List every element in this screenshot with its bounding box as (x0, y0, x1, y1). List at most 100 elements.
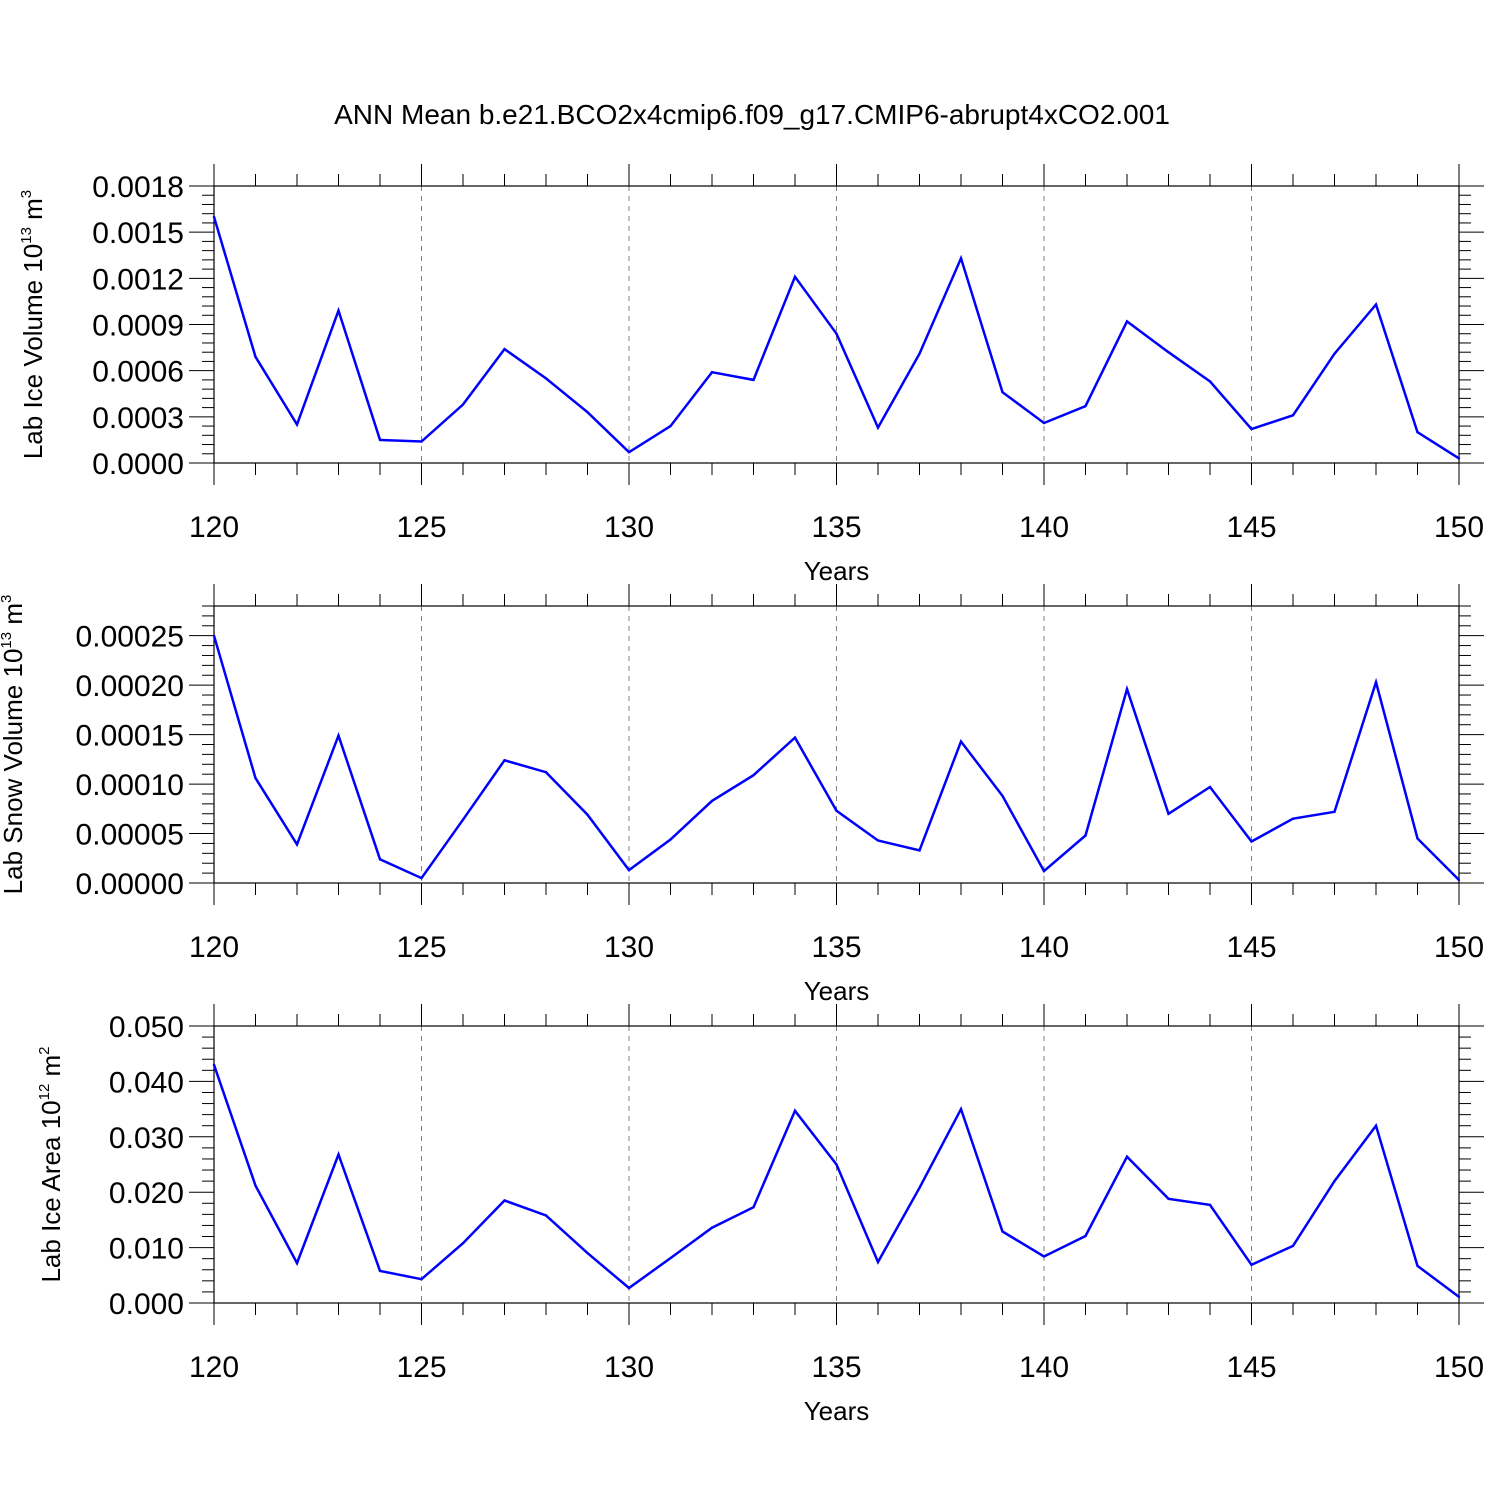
data-point (627, 1286, 631, 1290)
data-point (586, 411, 589, 414)
x-tick-label: 150 (1434, 931, 1484, 964)
data-point (461, 403, 465, 406)
y-axis-title: Lab Snow Volume 1013 m3 (0, 595, 28, 895)
data-point (793, 1109, 797, 1112)
data-point (876, 839, 880, 842)
data-point (254, 1184, 257, 1187)
data-point (420, 1277, 423, 1281)
y-axis-title: Lab Ice Volume 1013 m3 (18, 190, 48, 459)
data-point (1208, 785, 1212, 789)
data-point (793, 275, 797, 278)
data-point (503, 1199, 506, 1202)
data-point (710, 1226, 714, 1229)
data-point (627, 868, 631, 872)
data-point (378, 1269, 382, 1273)
data-point (1416, 1264, 1419, 1268)
data-point (918, 352, 921, 355)
panel-3: 0.000 0.010 0.020 0.030 0.040 0.050 120 125 130 1… (36, 1004, 1484, 1426)
y-tick-label: 0.040 (109, 1066, 184, 1099)
data-point (1167, 1197, 1170, 1201)
x-tick-label: 140 (1019, 931, 1069, 964)
x-tick-label: 135 (811, 931, 861, 964)
data-point (1167, 351, 1170, 354)
data-point (1291, 817, 1295, 820)
data-point (835, 809, 838, 812)
data-point (295, 843, 299, 846)
data-point (669, 424, 672, 428)
y-tick-label: 0.00025 (76, 621, 184, 654)
data-point (1167, 812, 1170, 815)
x-tick-label: 135 (811, 1351, 861, 1384)
x-tick-label: 150 (1434, 511, 1484, 544)
data-point (1042, 1255, 1046, 1258)
data-point (544, 377, 548, 380)
data-point (835, 1163, 838, 1166)
data-point (254, 355, 257, 359)
data-point (586, 1251, 589, 1255)
data-point (710, 799, 714, 803)
x-tick-label: 120 (189, 1351, 239, 1384)
data-point (295, 1261, 299, 1265)
data-point (627, 451, 631, 454)
y-tick-label: 0.0018 (92, 171, 184, 204)
data-point (752, 773, 755, 777)
x-tick-label: 145 (1226, 931, 1276, 964)
y-tick-label: 0.00000 (76, 868, 184, 901)
x-tick-label: 140 (1019, 511, 1069, 544)
data-point (420, 440, 423, 443)
data-point (876, 426, 880, 429)
data-point (1125, 320, 1129, 323)
data-point (793, 736, 797, 739)
data-point (1001, 391, 1004, 394)
data-point (254, 776, 257, 780)
panel-1: 0.0000 0.0003 0.0006 0.0009 0.0012 0.0015 0.00… (18, 164, 1484, 586)
data-point (1042, 421, 1046, 425)
data-point (1374, 303, 1378, 306)
data-point (503, 759, 506, 762)
x-axis-title: Years (804, 976, 870, 1006)
data-point (461, 818, 465, 821)
x-tick-label: 145 (1226, 1351, 1276, 1384)
y-tick-label: 0.0006 (92, 356, 184, 389)
data-point (752, 378, 755, 382)
data-point (1250, 840, 1253, 843)
data-point (918, 849, 921, 852)
data-point (503, 347, 506, 351)
data-point (1291, 414, 1295, 417)
data-point (959, 1107, 963, 1111)
data-point (1416, 431, 1419, 434)
x-tick-label: 135 (811, 511, 861, 544)
data-point (752, 1205, 755, 1209)
data-point (1457, 1295, 1461, 1299)
data-point (1374, 1124, 1378, 1127)
figure-title: ANN Mean b.e21.BCO2x4cmip6.f09_g17.CMIP6… (334, 99, 1170, 130)
panel-2: 0.00000 0.00005 0.00010 0.00015 0.00020 0.000… (0, 584, 1484, 1006)
data-point (1416, 837, 1419, 840)
x-tick-label: 130 (604, 931, 654, 964)
data-point (337, 309, 340, 312)
data-point (1333, 1179, 1336, 1183)
data-point (420, 876, 423, 880)
data-point (1084, 1234, 1087, 1238)
data-point (959, 740, 963, 743)
y-tick-label: 0.00005 (76, 819, 184, 852)
x-tick-label: 150 (1434, 1351, 1484, 1384)
data-point (378, 858, 382, 861)
data-point (461, 1241, 465, 1245)
data-point (835, 332, 838, 335)
y-tick-label: 0.00010 (76, 769, 184, 802)
x-tick-label: 120 (189, 511, 239, 544)
data-point (337, 1153, 340, 1156)
data-point (959, 257, 963, 260)
data-point (1208, 380, 1212, 383)
data-point (669, 838, 672, 841)
data-point (1291, 1244, 1295, 1248)
y-tick-label: 0.010 (109, 1233, 184, 1266)
data-point (1001, 794, 1004, 798)
data-point (1333, 810, 1336, 813)
x-tick-label: 125 (396, 511, 446, 544)
y-tick-label: 0.0015 (92, 217, 184, 250)
y-tick-label: 0.030 (109, 1122, 184, 1155)
data-point (544, 771, 548, 774)
